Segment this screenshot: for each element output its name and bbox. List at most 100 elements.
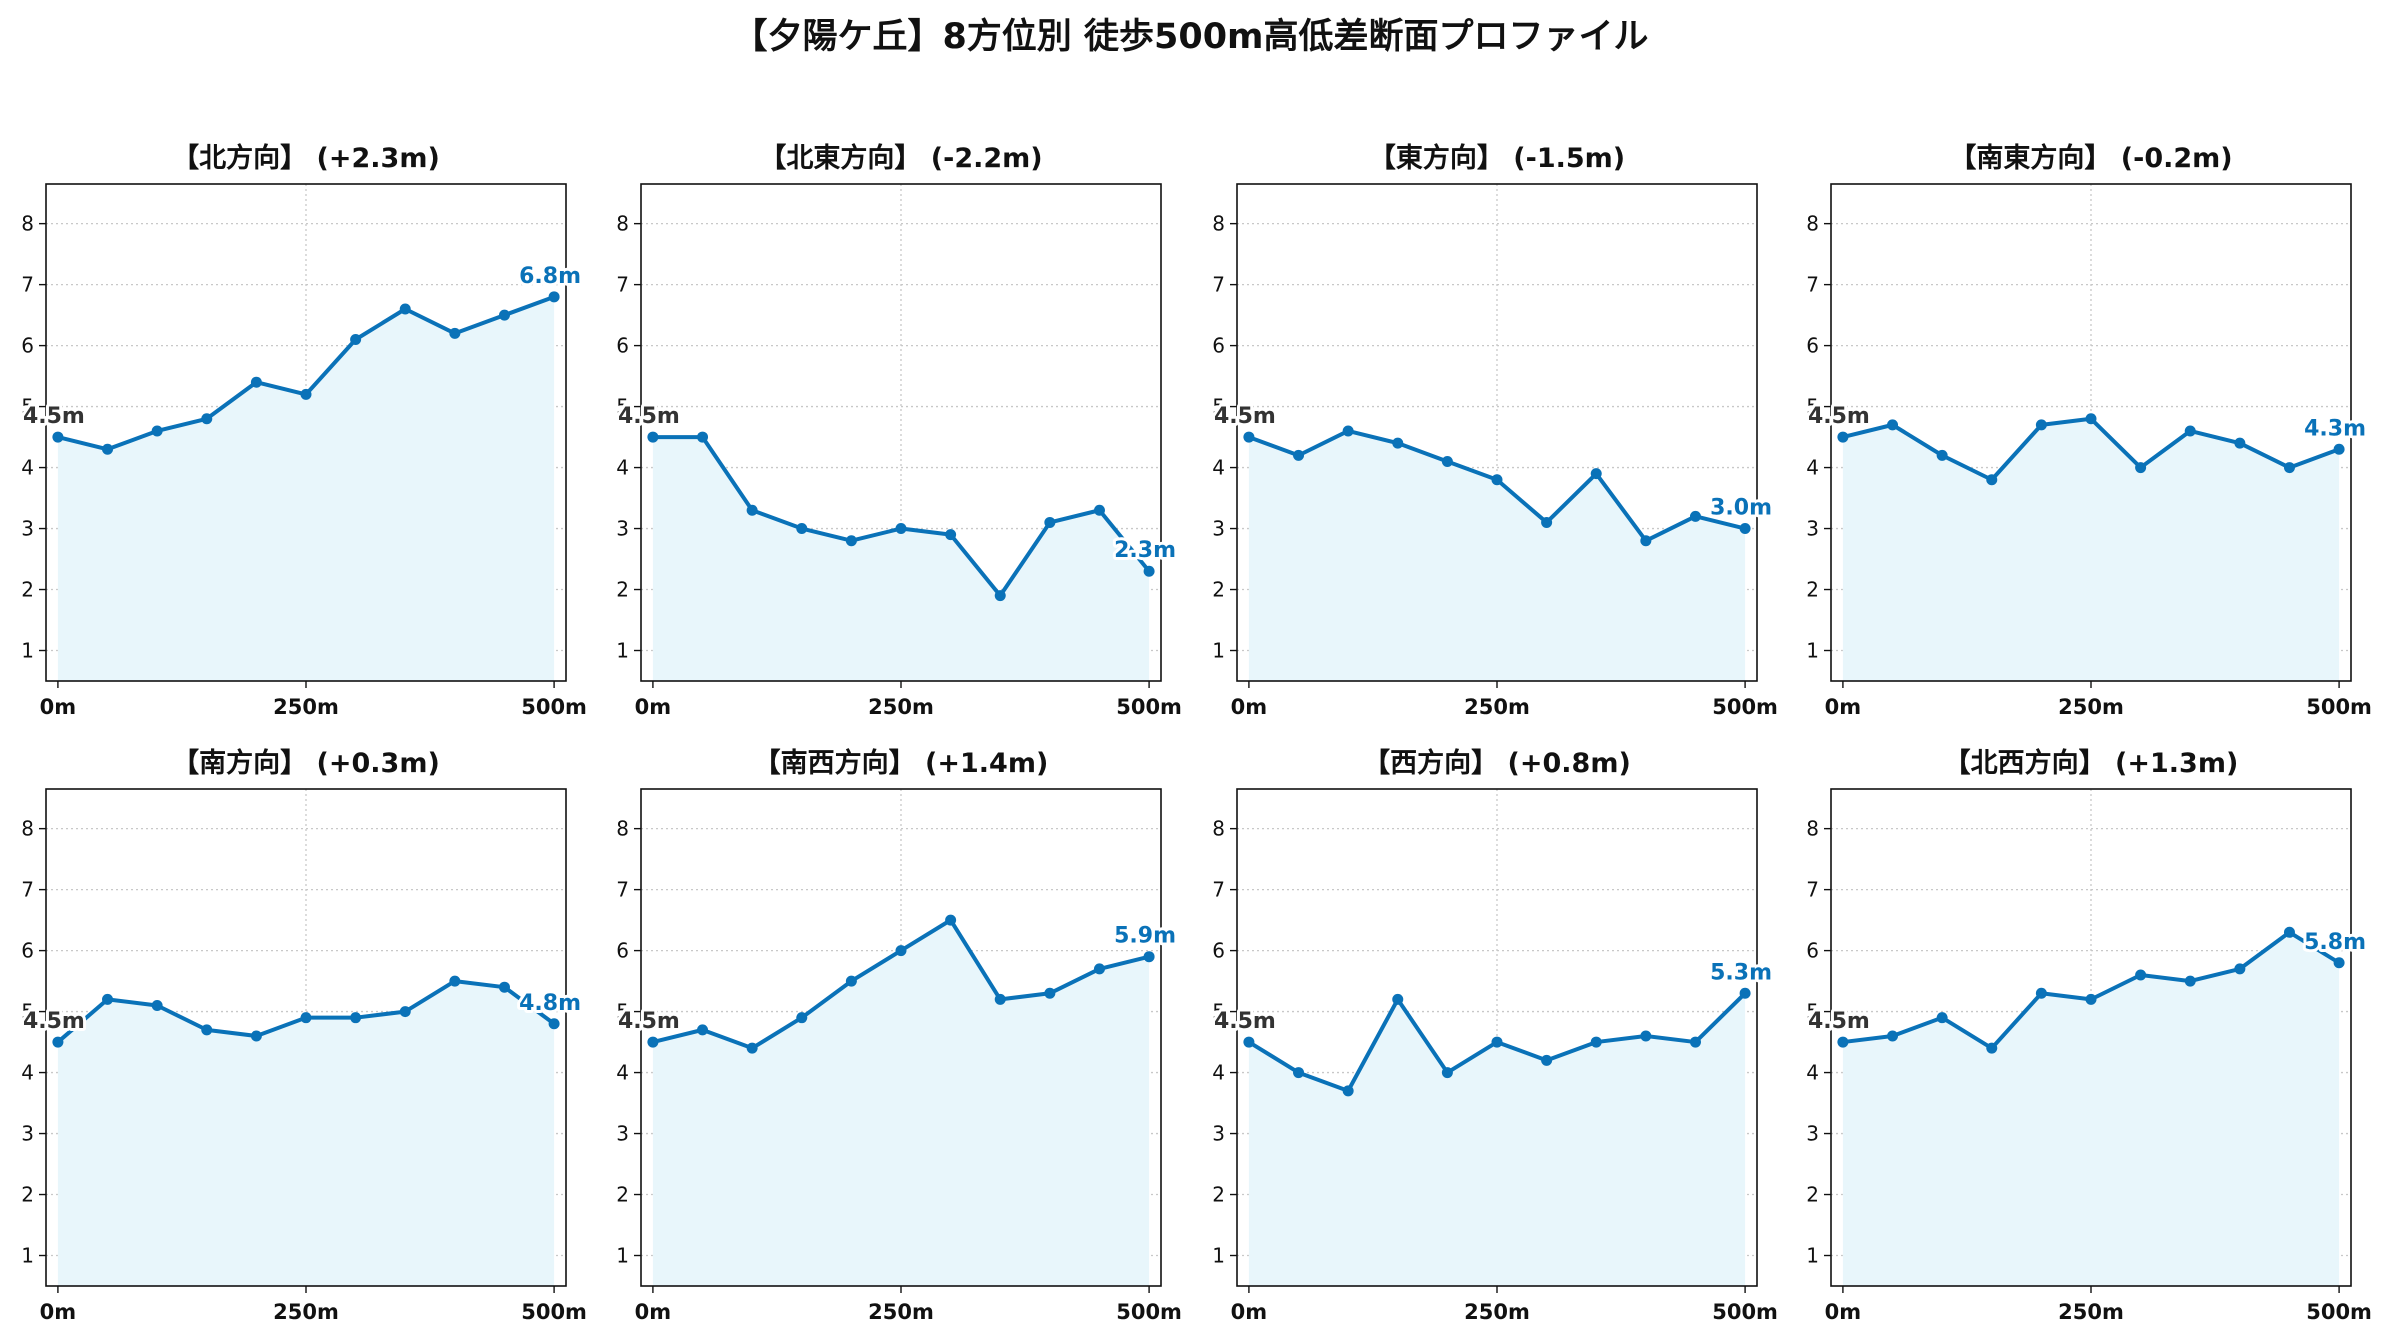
data-point: [300, 388, 312, 400]
chart-panel-3: 【東方向】 (-1.5m) 1 2 3 4 5 6 7 8 0m 250m 500m 4.5m 3.0m: [1211, 142, 1778, 719]
data-point: [201, 413, 213, 425]
data-point: [1491, 474, 1503, 486]
data-point: [498, 981, 510, 993]
y-tick-label: 3: [616, 1122, 629, 1146]
data-point: [2035, 987, 2047, 999]
data-point: [548, 1018, 560, 1030]
start-elevation-label: 4.5m: [1808, 1009, 1870, 1034]
x-tick-label: 0m: [40, 695, 77, 719]
data-point: [647, 1036, 659, 1048]
y-tick-label: 6: [1212, 939, 1225, 963]
x-tick-label: 0m: [635, 695, 672, 719]
y-tick-label: 1: [21, 639, 34, 663]
data-point: [697, 1024, 709, 1036]
x-tick-label: 250m: [868, 1300, 934, 1324]
y-tick-label: 6: [1806, 939, 1819, 963]
y-tick-label: 2: [616, 578, 629, 602]
data-point: [895, 945, 907, 957]
chart-panel-8: 【北西方向】 (+1.3m) 1 2 3 4 5 6 7 8 0m 250m 500m 4.5m 5.8m: [1805, 747, 2372, 1324]
data-point: [1143, 565, 1155, 577]
end-elevation-label: 4.8m: [519, 991, 581, 1016]
y-tick-label: 7: [616, 878, 629, 902]
data-point: [300, 1012, 312, 1024]
data-point: [1491, 1036, 1503, 1048]
end-elevation-label: 6.8m: [519, 264, 581, 289]
y-tick-label: 6: [1806, 334, 1819, 358]
x-tick-label: 0m: [1825, 1300, 1862, 1324]
x-tick-label: 500m: [521, 695, 587, 719]
data-point: [1243, 1036, 1255, 1048]
y-tick-label: 8: [1806, 817, 1819, 841]
x-tick-label: 500m: [521, 1300, 587, 1324]
data-point: [250, 376, 262, 388]
data-point: [102, 443, 114, 455]
data-point: [895, 523, 907, 535]
y-tick-label: 4: [1212, 456, 1225, 480]
data-point: [449, 975, 461, 987]
data-point: [1541, 1054, 1553, 1066]
x-tick-label: 500m: [1116, 1300, 1182, 1324]
data-point: [2283, 462, 2295, 474]
y-tick-label: 4: [616, 1061, 629, 1085]
data-point: [1093, 963, 1105, 975]
y-tick-label: 7: [1806, 273, 1819, 297]
data-point: [52, 431, 64, 443]
data-point: [697, 431, 709, 443]
data-point: [1640, 1030, 1652, 1042]
data-point: [796, 523, 808, 535]
data-point: [994, 993, 1006, 1005]
end-elevation-label: 3.0m: [1710, 496, 1772, 521]
y-tick-label: 3: [1806, 1122, 1819, 1146]
y-tick-label: 1: [21, 1244, 34, 1268]
data-point: [1739, 523, 1751, 535]
x-tick-label: 500m: [2306, 1300, 2372, 1324]
data-point: [1044, 987, 1056, 999]
y-tick-label: 2: [1806, 1183, 1819, 1207]
elevation-area: [1248, 430, 1746, 681]
data-point: [2283, 926, 2295, 938]
data-point: [2184, 975, 2196, 987]
data-point: [1293, 449, 1305, 461]
y-tick-label: 2: [21, 578, 34, 602]
elevation-area: [1248, 993, 1746, 1286]
x-tick-label: 250m: [2058, 1300, 2124, 1324]
y-tick-label: 3: [1212, 517, 1225, 541]
panel-title: 【北西方向】 (+1.3m): [1944, 747, 2239, 779]
data-point: [1986, 1042, 1998, 1054]
start-elevation-label: 4.5m: [1214, 1009, 1276, 1034]
data-point: [1936, 449, 1948, 461]
data-point: [1392, 993, 1404, 1005]
y-tick-label: 3: [616, 517, 629, 541]
chart-panel-5: 【南方向】 (+0.3m) 1 2 3 4 5 6 7 8 0m 250m 500m 4.5m 4.8m: [20, 747, 587, 1324]
y-tick-label: 1: [1212, 1244, 1225, 1268]
data-point: [945, 529, 957, 541]
y-tick-label: 2: [1806, 578, 1819, 602]
y-tick-label: 1: [1806, 639, 1819, 663]
data-point: [1093, 504, 1105, 516]
data-point: [449, 327, 461, 339]
y-tick-label: 8: [1806, 212, 1819, 236]
data-point: [2085, 993, 2097, 1005]
panel-title: 【南方向】 (+0.3m): [172, 747, 440, 779]
x-tick-label: 500m: [2306, 695, 2372, 719]
data-point: [1590, 1036, 1602, 1048]
y-tick-label: 5: [616, 395, 629, 419]
elevation-area: [1842, 418, 2340, 681]
data-point: [1342, 1085, 1354, 1097]
y-tick-label: 6: [616, 939, 629, 963]
x-tick-label: 0m: [635, 1300, 672, 1324]
y-tick-label: 8: [616, 212, 629, 236]
y-tick-label: 7: [21, 878, 34, 902]
y-tick-label: 8: [1212, 212, 1225, 236]
end-elevation-label: 2.3m: [1114, 538, 1176, 563]
x-tick-label: 0m: [40, 1300, 77, 1324]
data-point: [498, 309, 510, 321]
x-tick-label: 250m: [273, 695, 339, 719]
data-point: [399, 1006, 411, 1018]
y-tick-label: 5: [1806, 1000, 1819, 1024]
data-point: [1243, 431, 1255, 443]
data-point: [1887, 419, 1899, 431]
y-tick-label: 3: [21, 1122, 34, 1146]
